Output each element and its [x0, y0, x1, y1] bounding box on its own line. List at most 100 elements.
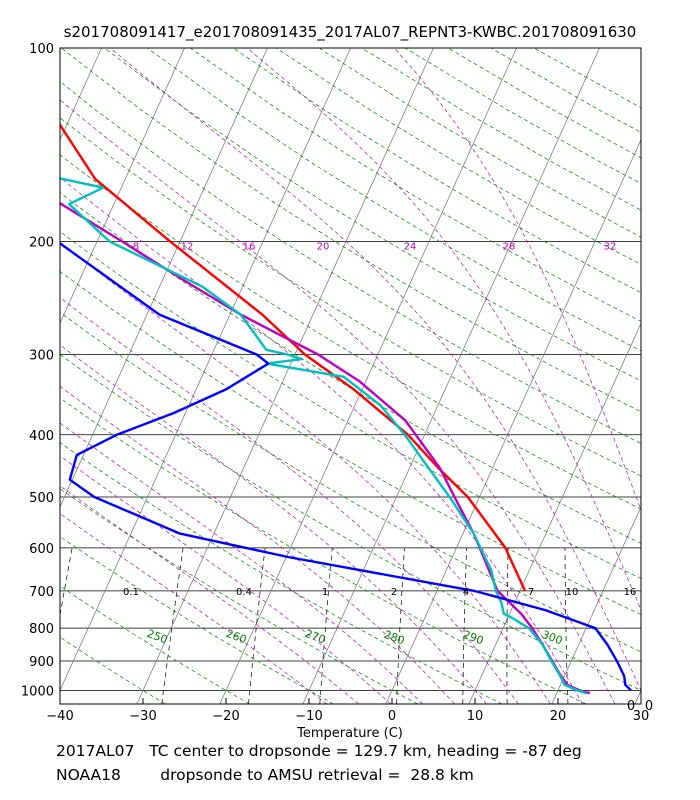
- saturation-q-label: 32: [604, 241, 617, 252]
- dry-adiabat-line: [60, 636, 166, 704]
- x-tick-label: 0: [388, 709, 396, 724]
- dry-adiabat-line: [60, 585, 250, 704]
- moist-adiabat-line: [246, 48, 641, 611]
- mixing-ratio-label: 0.4: [236, 587, 252, 598]
- y-tick-label: 100: [29, 42, 54, 57]
- isotherm-line: [136, 48, 434, 704]
- footer-line-1: 2017AL07 TC center to dropsonde = 129.7 …: [56, 742, 582, 760]
- dry-adiabat-line: [319, 48, 641, 238]
- mixing-ratio-line: [506, 547, 509, 704]
- y-tick-label: 700: [29, 585, 54, 600]
- mixing-ratio-line: [248, 547, 266, 704]
- isotherm-line: [60, 48, 351, 692]
- isotherm-line: [60, 48, 268, 508]
- series-cyan-line: [60, 177, 587, 695]
- dry-adiabat-line: [60, 488, 418, 704]
- theta-label: 250: [145, 627, 169, 646]
- moist-adiabat-line: [109, 48, 641, 692]
- moist-adiabat-line: [60, 422, 423, 704]
- y-tick-label: 300: [29, 348, 54, 363]
- dry-adiabat-line: [104, 48, 641, 382]
- y-tick-label: 500: [29, 491, 54, 506]
- y-tick-label: 600: [29, 542, 54, 557]
- dry-adiabat-line: [60, 354, 641, 691]
- mixing-ratio-line: [161, 547, 184, 704]
- moist-adiabat-line: [60, 455, 392, 704]
- dry-adiabat-line: [60, 80, 641, 444]
- mixing-ratio-label: 2: [391, 587, 397, 598]
- series-blue-line: [60, 241, 632, 692]
- dry-adiabat-line: [60, 536, 334, 704]
- isotherm-line: [468, 322, 641, 704]
- saturation-q-label: 28: [503, 241, 516, 252]
- corner-label: 0: [645, 699, 653, 714]
- saturation-q-label: 24: [404, 241, 417, 252]
- dry-adiabat-line: [60, 192, 641, 544]
- axes: −40 −30 −20 −10 0 10 20 30100200300400500600700…: [21, 42, 653, 724]
- moist-adiabat-line: [394, 48, 641, 511]
- x-tick-label: −30: [129, 709, 156, 724]
- mixing-ratio-line: [319, 547, 333, 704]
- theta-label: 290: [461, 628, 485, 647]
- x-tick-label: −20: [212, 709, 239, 724]
- mixing-ratio-line: [462, 547, 467, 704]
- mixing-ratio-label: 1: [322, 587, 328, 598]
- dry-adiabat-line: [60, 230, 641, 579]
- isotherm-line: [0, 48, 19, 704]
- isotherm-line: [634, 689, 641, 704]
- mixing-ratio-label: 4: [463, 587, 469, 598]
- dry-adiabat-line: [60, 442, 503, 704]
- moist-adiabat-line: [60, 99, 616, 704]
- dry-adiabat-line: [233, 48, 641, 293]
- mixing-ratio-label: 7: [528, 587, 534, 598]
- series-red-line: [60, 122, 527, 592]
- y-tick-label: 400: [29, 429, 54, 444]
- isotherm-line: [60, 48, 102, 141]
- moist-adiabat-line: [60, 485, 360, 704]
- y-tick-label: 900: [29, 655, 54, 670]
- profile-series: [60, 122, 632, 695]
- dry-adiabat-line: [190, 48, 641, 322]
- mixing-ratio-label: 0.1: [123, 587, 139, 598]
- mixing-ratio-line: [396, 547, 405, 704]
- corner-label: 0: [627, 699, 635, 714]
- isotherm-line: [385, 138, 641, 704]
- dry-adiabat-line: [60, 270, 641, 616]
- moist-adiabat-line: [60, 177, 583, 704]
- dry-adiabat-line: [404, 48, 641, 184]
- moist-adiabat-line: [60, 344, 487, 704]
- footer-line-2: NOAA18 dropsonde to AMSU retrieval = 28.…: [56, 766, 474, 784]
- saturation-q-label: 20: [317, 241, 330, 252]
- dry-adiabat-line: [60, 154, 641, 510]
- dry-adiabat-line: [61, 48, 641, 413]
- moist-adiabat-line: [60, 385, 455, 704]
- skewt-chart: s201708091417_e201708091435_2017AL07_REP…: [0, 23, 653, 741]
- x-tick-label: 20: [550, 709, 567, 724]
- moist-adiabat-line: [60, 513, 327, 704]
- isotherm-line: [219, 48, 517, 704]
- y-tick-label: 800: [29, 622, 54, 637]
- dry-adiabat-line: [447, 48, 641, 159]
- y-tick-label: 1000: [21, 684, 54, 699]
- mixing-ratio-label: 16: [624, 587, 637, 598]
- moist-adiabat-line: [60, 297, 519, 704]
- x-tick-label: 10: [467, 709, 484, 724]
- x-tick-label: 30: [633, 709, 650, 724]
- saturation-q-label: 8: [133, 241, 139, 252]
- dry-adiabat-line: [60, 397, 587, 704]
- saturation-q-label: 16: [243, 241, 256, 252]
- x-tick-label: −40: [46, 709, 73, 724]
- isotherm-line: [551, 505, 641, 704]
- y-tick-label: 200: [29, 235, 54, 250]
- plot-frame: [59, 47, 642, 705]
- x-tick-label: −10: [295, 709, 322, 724]
- dry-adiabat-line: [147, 48, 641, 352]
- isotherm-line: [60, 48, 185, 325]
- mixing-ratio-label: 10: [566, 587, 579, 598]
- isotherm-line: [302, 48, 600, 704]
- chart-title: s201708091417_e201708091435_2017AL07_REP…: [64, 23, 637, 42]
- moist-adiabat-line: [60, 242, 551, 704]
- theta-label: 280: [382, 628, 406, 647]
